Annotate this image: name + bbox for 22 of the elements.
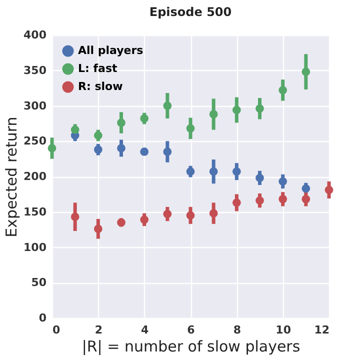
- x-tick-label: 4: [141, 324, 150, 336]
- y-tick-label: 300: [24, 99, 47, 112]
- x-tick-label: 2: [94, 324, 102, 336]
- x-tick-label: 8: [233, 324, 241, 336]
- y-axis-title: Expected return: [2, 116, 21, 238]
- y-tick-label: 100: [24, 240, 47, 254]
- chart-title: Episode 500: [149, 5, 232, 19]
- y-tick-label: 350: [24, 64, 47, 77]
- y-tick-label: 0: [38, 312, 47, 324]
- y-tick-label: 150: [24, 205, 47, 218]
- legend-label: All players: [78, 44, 144, 57]
- y-tick-label: 400: [24, 28, 47, 42]
- legend-label: R: slow: [78, 80, 123, 93]
- legend-label: L: fast: [78, 62, 118, 75]
- x-tick-label: 12: [314, 324, 330, 336]
- y-tick-label: 250: [24, 134, 47, 148]
- x-tick-label: 0: [52, 324, 60, 336]
- x-tick-label: 10: [276, 324, 292, 336]
- y-tick-label: 200: [24, 170, 47, 183]
- x-axis-title: |R| = number of slow players: [82, 338, 300, 356]
- x-tick-label: 6: [187, 324, 196, 336]
- y-tick-label: 50: [31, 276, 47, 290]
